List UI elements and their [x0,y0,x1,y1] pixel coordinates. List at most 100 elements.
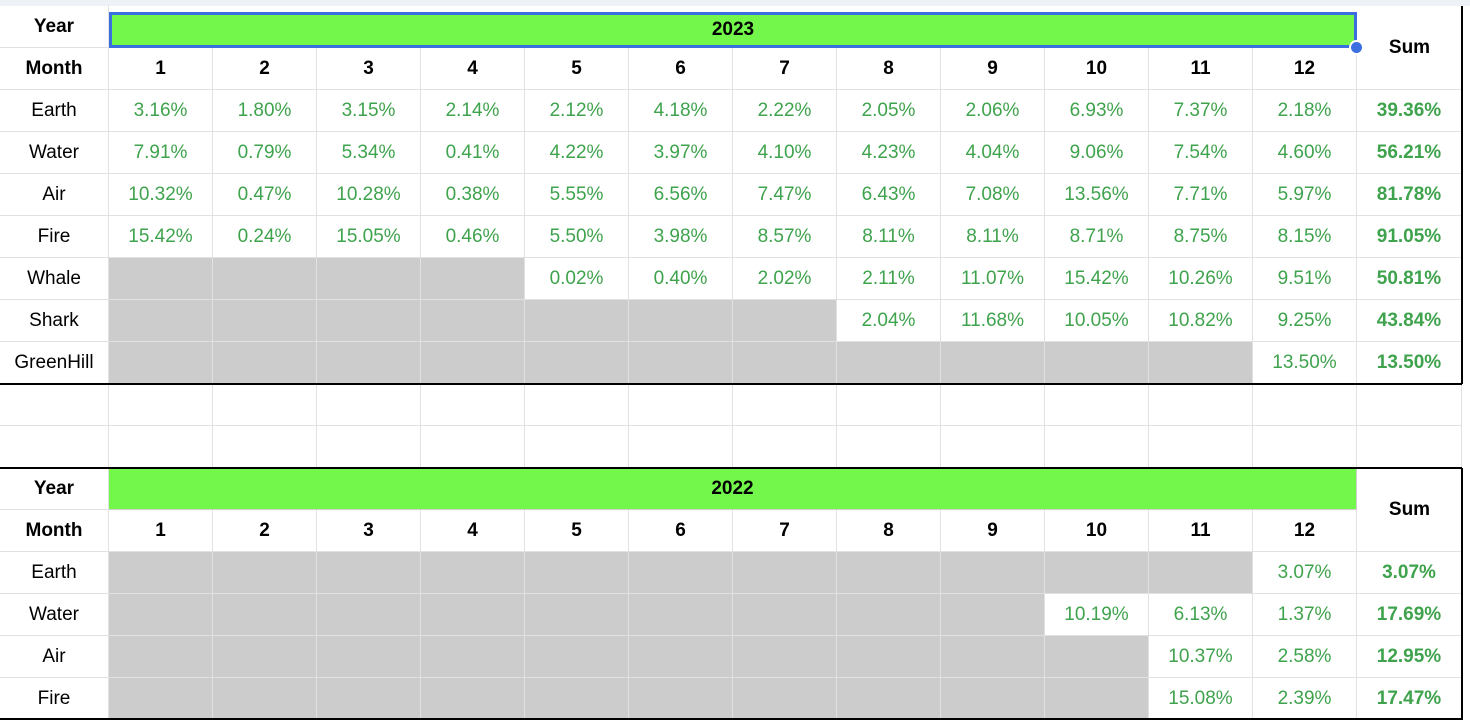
t2023-value-cell[interactable]: 4.22% [525,132,629,174]
t2023-month-header[interactable]: 10 [1045,48,1149,90]
t2022-empty-cell[interactable] [213,594,317,636]
t2022-empty-cell[interactable] [733,552,837,594]
t2022-year-label[interactable]: Year [0,468,109,510]
spacer-cell[interactable] [421,384,525,426]
t2023-value-cell[interactable]: 13.56% [1045,174,1149,216]
t2023-month-header[interactable]: 7 [733,48,837,90]
t2023-month-header[interactable]: 3 [317,48,421,90]
t2022-month-label[interactable]: Month [0,510,109,552]
t2023-value-cell[interactable]: 0.02% [525,258,629,300]
t2022-empty-cell[interactable] [733,678,837,720]
t2023-sum-cell[interactable]: 43.84% [1357,300,1462,342]
spacer-cell[interactable] [525,426,629,468]
t2023-value-cell[interactable]: 6.93% [1045,90,1149,132]
spacer-cell[interactable] [1149,426,1253,468]
t2023-value-cell[interactable]: 4.23% [837,132,941,174]
t2023-value-cell[interactable]: 1.80% [213,90,317,132]
t2023-value-cell[interactable]: 6.43% [837,174,941,216]
t2023-value-cell[interactable]: 15.05% [317,216,421,258]
spacer-cell[interactable] [733,384,837,426]
spacer-cell[interactable] [421,426,525,468]
t2023-empty-cell[interactable] [525,300,629,342]
t2022-empty-cell[interactable] [941,678,1045,720]
t2023-value-cell[interactable]: 9.06% [1045,132,1149,174]
spacer-cell[interactable] [1149,384,1253,426]
t2023-value-cell[interactable]: 2.22% [733,90,837,132]
t2023-value-cell[interactable]: 7.71% [1149,174,1253,216]
t2023-empty-cell[interactable] [1149,342,1253,384]
spacer-cell[interactable] [317,426,421,468]
t2022-empty-cell[interactable] [1045,552,1149,594]
t2023-month-header[interactable]: 4 [421,48,525,90]
spacer-cell[interactable] [1045,426,1149,468]
t2023-month-header[interactable]: 2 [213,48,317,90]
t2023-value-cell[interactable]: 5.55% [525,174,629,216]
t2023-empty-cell[interactable] [837,342,941,384]
t2022-empty-cell[interactable] [941,636,1045,678]
t2023-empty-cell[interactable] [941,342,1045,384]
t2023-value-cell[interactable]: 10.32% [109,174,213,216]
t2023-value-cell[interactable]: 3.15% [317,90,421,132]
t2023-value-cell[interactable]: 2.11% [837,258,941,300]
spacer-cell[interactable] [629,426,733,468]
t2023-value-cell[interactable]: 2.12% [525,90,629,132]
spacer-cell[interactable] [109,426,213,468]
t2022-empty-cell[interactable] [525,636,629,678]
spacer-cell[interactable] [1357,384,1462,426]
t2023-empty-cell[interactable] [213,258,317,300]
t2022-empty-cell[interactable] [941,594,1045,636]
t2022-empty-cell[interactable] [1149,552,1253,594]
t2023-value-cell[interactable]: 2.05% [837,90,941,132]
t2022-empty-cell[interactable] [109,678,213,720]
t2023-month-header[interactable]: 11 [1149,48,1253,90]
t2023-empty-cell[interactable] [109,342,213,384]
t2023-month-header[interactable]: 12 [1253,48,1357,90]
t2022-sum-cell[interactable]: 17.69% [1357,594,1462,636]
t2022-value-cell[interactable]: 10.19% [1045,594,1149,636]
t2022-value-cell[interactable]: 2.58% [1253,636,1357,678]
t2023-value-cell[interactable]: 15.42% [1045,258,1149,300]
t2022-empty-cell[interactable] [837,678,941,720]
t2023-value-cell[interactable]: 3.97% [629,132,733,174]
spacer-cell[interactable] [837,426,941,468]
spacer-cell[interactable] [213,384,317,426]
t2023-value-cell[interactable]: 6.56% [629,174,733,216]
t2022-empty-cell[interactable] [317,678,421,720]
t2023-year-label[interactable]: Year [0,6,109,48]
t2023-value-cell[interactable]: 15.42% [109,216,213,258]
t2023-value-cell[interactable]: 7.91% [109,132,213,174]
t2023-value-cell[interactable]: 7.08% [941,174,1045,216]
spacer-cell[interactable] [629,384,733,426]
t2023-value-cell[interactable]: 0.40% [629,258,733,300]
t2022-empty-cell[interactable] [109,636,213,678]
t2023-month-header[interactable]: 5 [525,48,629,90]
t2022-month-header[interactable]: 8 [837,510,941,552]
t2023-value-cell[interactable]: 0.38% [421,174,525,216]
t2022-value-cell[interactable]: 15.08% [1149,678,1253,720]
t2023-empty-cell[interactable] [629,342,733,384]
t2023-empty-cell[interactable] [109,258,213,300]
t2022-month-header[interactable]: 7 [733,510,837,552]
t2022-empty-cell[interactable] [733,636,837,678]
t2023-empty-cell[interactable] [525,342,629,384]
t2022-empty-cell[interactable] [1045,636,1149,678]
t2023-value-cell[interactable]: 11.68% [941,300,1045,342]
t2022-row-label[interactable]: Air [0,636,109,678]
t2022-sum-header[interactable]: Sum [1357,468,1462,552]
t2023-value-cell[interactable]: 10.26% [1149,258,1253,300]
t2023-value-cell[interactable]: 0.46% [421,216,525,258]
t2022-empty-cell[interactable] [317,594,421,636]
t2023-row-label[interactable]: Whale [0,258,109,300]
t2023-row-label[interactable]: Air [0,174,109,216]
t2023-row-label[interactable]: GreenHill [0,342,109,384]
t2022-row-label[interactable]: Earth [0,552,109,594]
t2023-value-cell[interactable]: 4.04% [941,132,1045,174]
t2023-empty-cell[interactable] [109,300,213,342]
t2023-empty-cell[interactable] [733,342,837,384]
t2023-value-cell[interactable]: 7.37% [1149,90,1253,132]
t2023-month-header[interactable]: 1 [109,48,213,90]
t2023-value-cell[interactable]: 4.10% [733,132,837,174]
t2023-empty-cell[interactable] [213,300,317,342]
t2022-sum-cell[interactable]: 12.95% [1357,636,1462,678]
spacer-cell[interactable] [525,384,629,426]
